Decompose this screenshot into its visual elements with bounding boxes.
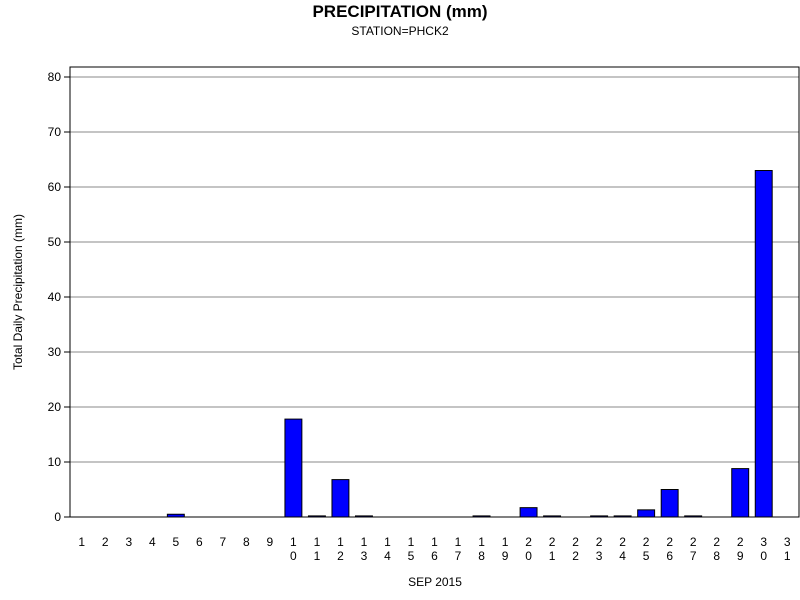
plot-frame [69, 66, 800, 518]
x-tick-label: 8 [243, 535, 250, 549]
x-tick-label: 6 [196, 535, 203, 549]
x-tick-label: 7 [220, 535, 227, 549]
bar [590, 515, 609, 518]
bar [307, 515, 326, 518]
bar [472, 515, 491, 518]
bar [331, 479, 350, 518]
y-tick-label: 30 [48, 345, 62, 359]
chart-subtitle: STATION=PHCK2 [351, 24, 449, 38]
bar [613, 515, 632, 518]
y-axis-label: Total Daily Precipitation (mm) [11, 214, 25, 370]
x-tick-label: 5 [172, 535, 179, 549]
x-tick-label: 4 [149, 535, 156, 549]
x-tick-label: 3 [125, 535, 132, 549]
x-tick-label: 2 [102, 535, 109, 549]
bar [731, 468, 750, 518]
x-axis-label: SEP 2015 [408, 575, 462, 589]
bar [754, 170, 773, 518]
y-tick-label: 10 [48, 455, 62, 469]
y-tick-label: 20 [48, 400, 62, 414]
x-tick-label: 9 [267, 535, 274, 549]
bar [354, 515, 373, 518]
bar [660, 489, 679, 518]
chart-title: PRECIPITATION (mm) [312, 2, 487, 21]
bar [166, 513, 185, 518]
x-tick-label: 1 [78, 535, 85, 549]
bar [543, 515, 562, 518]
y-tick-label: 50 [48, 235, 62, 249]
y-tick-label: 40 [48, 290, 62, 304]
y-tick-label: 70 [48, 125, 62, 139]
bar [637, 509, 656, 518]
y-tick-label: 0 [54, 510, 61, 524]
bar [284, 418, 303, 518]
bar [519, 507, 538, 518]
y-tick-label: 60 [48, 180, 62, 194]
y-tick-label: 80 [48, 70, 62, 84]
bar [684, 515, 703, 518]
